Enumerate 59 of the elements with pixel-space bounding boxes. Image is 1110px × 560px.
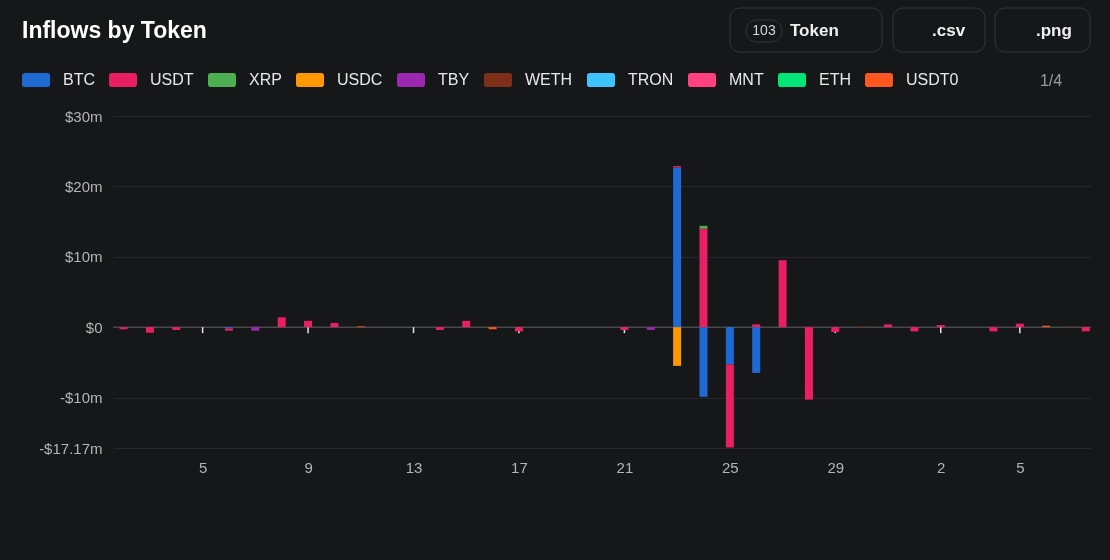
bar [699,228,708,328]
bar [936,325,945,328]
text: Token [790,21,839,40]
bar [725,364,734,448]
x-tick-label: 17 [511,458,528,476]
bar [172,327,181,330]
legend-label: USDT [150,71,194,88]
bar [514,327,523,332]
bar [620,327,629,330]
text: .csv [932,21,966,40]
bar [725,327,734,365]
legend-label: TBY [438,71,470,88]
bar [752,324,761,328]
legend-label: BTC [63,71,95,88]
y-tick-label: $0 [85,318,103,336]
legend-label: XRP [249,71,282,88]
bar [989,327,998,332]
y-tick-label: $20m [64,177,103,195]
x-tick-label: 5 [1016,458,1025,476]
legend-label: ETH [819,71,851,88]
x-tick-label: 5 [198,458,208,476]
bar [277,317,286,328]
bar [673,327,682,366]
bar [699,225,708,229]
bar [435,327,444,330]
legend-label: MNT [729,71,764,88]
chart-title: Inflows by Token [22,17,207,43]
x-tick-label: 25 [722,458,739,476]
legend-label: WETH [525,71,573,88]
y-tick-label: $10m [64,248,103,266]
bar [119,327,128,330]
bar [884,324,893,328]
x-tick-label: 21 [616,458,634,476]
bar [804,327,813,400]
bar [646,327,655,330]
bar [752,327,761,373]
bar [330,322,339,328]
x-tick-label: 9 [304,458,313,476]
bar [699,327,708,397]
legend-label: USDC [337,71,383,88]
legend-label: TRON [628,71,674,88]
bar [488,327,497,330]
x-tick-label: 13 [405,458,423,476]
text: 103 [752,22,776,38]
bar [673,167,682,328]
x-tick-label: 2 [937,458,946,476]
y-tick-label: -$10m [59,389,103,407]
bar [304,320,313,328]
text: .png [1036,21,1072,40]
y-tick-label: -$17.17m [39,439,103,457]
bar [145,327,154,333]
x-tick-label: 29 [827,458,845,476]
bar [462,320,471,328]
text: 1/4 [1039,72,1063,89]
y-tick-label: $30m [64,107,103,125]
legend-label: USDT0 [906,71,959,88]
bar [778,260,787,328]
bar [910,327,919,332]
bar [251,327,260,331]
